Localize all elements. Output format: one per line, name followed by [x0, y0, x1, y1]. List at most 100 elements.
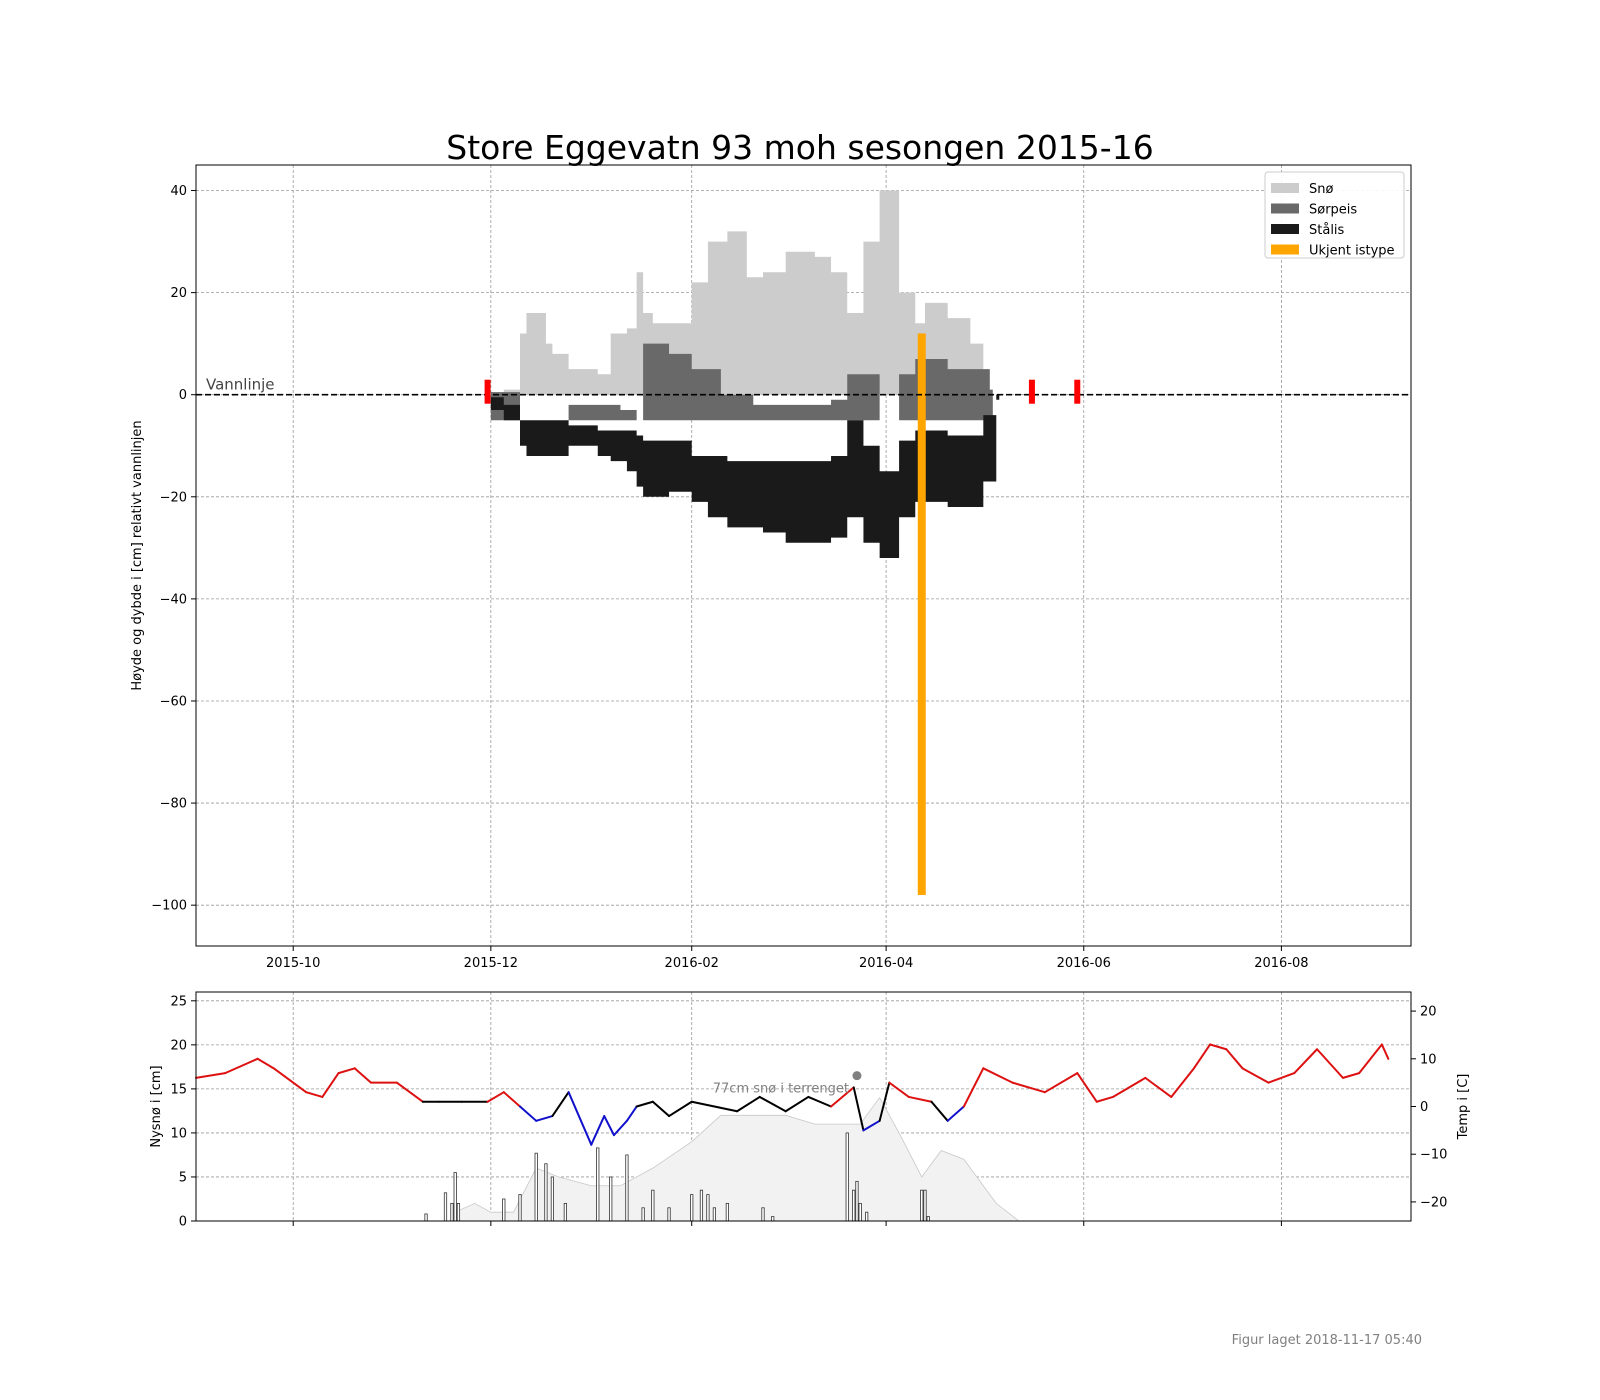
water-line-label: Vannlinje	[206, 376, 275, 394]
y-tick-label: −40	[160, 592, 187, 607]
y-axis-label: Høyde og dybde i [cm] relativt vannlinje…	[130, 420, 145, 690]
y2-tick-label: 20	[1420, 1005, 1437, 1020]
temperature-segment	[1095, 1095, 1114, 1103]
legend-label: Stålis	[1309, 223, 1345, 238]
y-tick-label: −100	[151, 899, 187, 914]
temperature-segment	[535, 1115, 554, 1122]
new-snow-bar	[544, 1163, 548, 1222]
temperature-segment	[1225, 1048, 1244, 1070]
x-tick-label: 2015-12	[464, 956, 518, 971]
temperature-segment	[830, 1086, 855, 1108]
temperature-segment	[519, 1105, 538, 1122]
temperature-segment	[758, 1095, 787, 1113]
temperature-segment	[502, 1091, 521, 1108]
y-tick-label: 40	[170, 184, 187, 199]
new-snow-bar	[596, 1147, 600, 1222]
temperature-segment	[1209, 1043, 1228, 1051]
temperature-segment	[1043, 1072, 1079, 1094]
new-snow-bar	[518, 1194, 522, 1222]
temperature-segment	[567, 1091, 593, 1146]
temperature-segment	[807, 1095, 833, 1108]
y-tick-label: 20	[170, 1038, 187, 1053]
temperature-segment	[907, 1095, 933, 1103]
new-snow-bar	[852, 1189, 856, 1222]
new-snow-bar	[865, 1211, 869, 1222]
x-tick-label: 2016-04	[859, 956, 913, 971]
temperature-segment	[1144, 1076, 1173, 1098]
ice-event-marker	[1028, 379, 1035, 404]
temperature-segment	[1192, 1043, 1212, 1070]
new-snow-bar	[761, 1207, 765, 1222]
temperature-segment	[784, 1095, 810, 1113]
temperature-segment	[1241, 1067, 1270, 1084]
temperature-segment	[551, 1091, 570, 1118]
y-tick-label: 25	[170, 994, 187, 1009]
temperature-segment	[321, 1072, 340, 1098]
new-snow-bar	[609, 1176, 613, 1222]
new-snow-bar	[534, 1152, 538, 1222]
temperature-segment	[1170, 1067, 1195, 1098]
new-snow-bar	[550, 1176, 555, 1222]
new-snow-bar	[699, 1189, 704, 1222]
y-tick-label: 15	[170, 1082, 187, 1097]
new-snow-bar	[926, 1216, 930, 1222]
new-snow-bar	[855, 1180, 859, 1222]
temperature-segment	[1341, 1072, 1361, 1079]
y-tick-label: 10	[170, 1126, 187, 1141]
temperature-segment	[1380, 1043, 1390, 1060]
temperature-segment	[635, 1100, 654, 1108]
new-snow-bar	[667, 1207, 671, 1222]
temperature-segment	[862, 1119, 881, 1132]
temperature-segment	[962, 1067, 985, 1108]
new-snow-axis-label: Nysnø i [cm]	[149, 1065, 164, 1147]
y2-tick-label: 0	[1420, 1100, 1428, 1115]
new-snow-bar	[725, 1202, 729, 1222]
temperature-axis-label: Temp i [C]	[1456, 1074, 1471, 1141]
temperature-segment	[195, 1072, 227, 1079]
y2-tick-label: 10	[1420, 1052, 1437, 1067]
temperature-segment	[395, 1081, 424, 1103]
temperature-segment	[625, 1105, 638, 1122]
new-snow-bar	[690, 1194, 694, 1222]
ice-event-marker	[1074, 379, 1081, 404]
y-tick-label: 5	[179, 1170, 187, 1185]
temperature-segment	[713, 1105, 739, 1113]
temperature-segment	[690, 1100, 716, 1108]
temperature-segment	[590, 1115, 606, 1146]
legend-label: Ukjent istype	[1309, 244, 1395, 259]
legend-swatch	[1271, 183, 1299, 193]
new-snow-bar	[450, 1202, 454, 1222]
new-snow-bar	[641, 1207, 645, 1222]
series-slush-ice-area	[490, 343, 993, 421]
new-snow-bar	[453, 1172, 457, 1222]
temperature-segment	[224, 1057, 259, 1075]
legend-swatch	[1271, 224, 1299, 234]
figure-created-note: Figur laget 2018-11-17 05:40	[1231, 1333, 1422, 1348]
y-tick-label: −80	[160, 797, 187, 812]
temperature-segment	[612, 1119, 628, 1137]
temperature-segment	[736, 1095, 761, 1113]
main-plot-frame	[195, 164, 1412, 947]
new-snow-bar	[920, 1189, 924, 1222]
y-tick-label: −20	[160, 490, 187, 505]
new-snow-bar	[563, 1202, 567, 1222]
temperature-segment	[486, 1091, 505, 1103]
y-tick-label: −60	[160, 694, 187, 709]
temperature-segment	[1111, 1076, 1147, 1098]
new-snow-bar	[424, 1213, 428, 1222]
x-tick-label: 2016-02	[665, 956, 719, 971]
temperature-segment	[651, 1100, 671, 1118]
y2-tick-label: −10	[1420, 1148, 1447, 1163]
temperature-segment	[1076, 1072, 1098, 1103]
temperature-segment	[668, 1100, 693, 1118]
new-snow-bar	[625, 1154, 629, 1222]
y-tick-label: 0	[179, 388, 187, 403]
temperature-segment	[878, 1081, 891, 1122]
temperature-segment	[1011, 1081, 1046, 1094]
temperature-segment	[852, 1086, 865, 1132]
new-snow-bar	[651, 1189, 655, 1222]
new-snow-bar	[923, 1189, 927, 1222]
legend-swatch	[1271, 244, 1299, 255]
temperature-segment	[888, 1081, 910, 1098]
